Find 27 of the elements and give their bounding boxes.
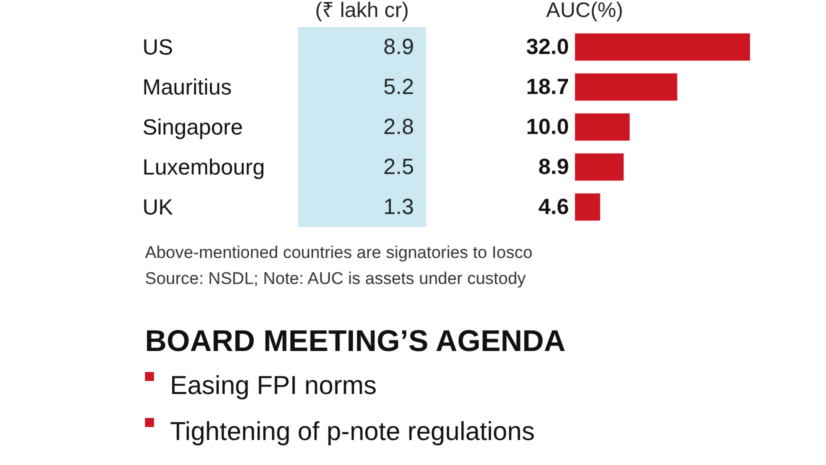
data-label: 4.6 [538,194,569,219]
data-label: 2.8 [383,114,414,139]
bar [575,73,678,101]
text: Above-mentioned countries are signatories to Iosco [145,242,534,264]
data-label: 18.7 [526,74,569,99]
data-label: 8.9 [538,154,569,179]
data-label: 2.5 [383,154,414,179]
text: Easing FPI norms [169,369,378,402]
bar [575,33,750,61]
data-label: 5.2 [383,74,414,99]
data-label: 10.0 [526,114,569,139]
bar [575,193,600,221]
category-label: Luxembourg [142,154,265,180]
bar [575,113,630,141]
x-axis-title: AUC(%) [546,0,624,22]
text: Tightening of p-note regulations [169,415,536,448]
data-label: 8.9 [383,34,414,59]
source-note: Source: NSDL; Note: AUC is assets under custody [145,268,527,290]
bar [575,153,624,181]
category-label: US [142,34,174,60]
category-label: Mauritius [142,74,232,100]
data-label: 1.3 [383,194,414,219]
category-label: UK [142,194,174,220]
category-label: Singapore [142,114,243,140]
data-label: 32.0 [526,34,569,59]
text: BOARD MEETING’S AGENDA [145,324,566,360]
text: (₹ lakh cr) [315,0,409,22]
